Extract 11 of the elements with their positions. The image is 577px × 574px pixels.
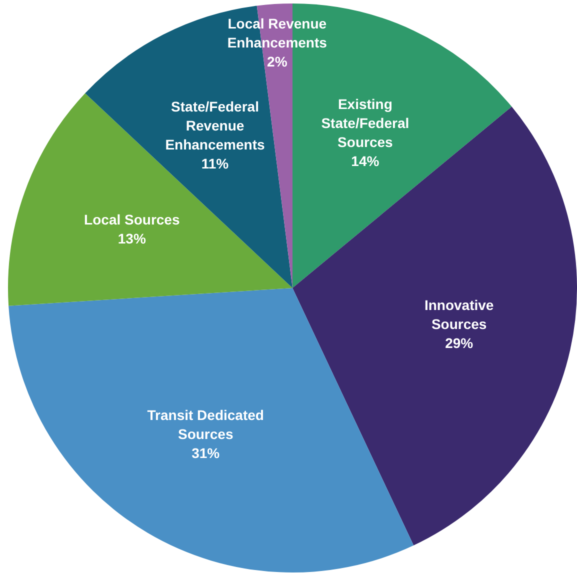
data-label: 14% — [351, 152, 380, 169]
data-label: 29% — [445, 335, 474, 352]
slice-label: Existing State/Federal Sources — [321, 96, 410, 150]
slice-label: Transit Dedicated Sources — [147, 406, 264, 442]
data-label: 2% — [267, 54, 288, 70]
slice-label: State/Federal Revenue Enhancements — [165, 98, 266, 152]
slice-label: Local Sources — [84, 212, 180, 228]
data-label: 31% — [192, 444, 220, 461]
data-label: 13% — [118, 230, 146, 247]
slice-label: Innovative Sources — [424, 297, 494, 332]
data-label: 11% — [201, 155, 230, 172]
